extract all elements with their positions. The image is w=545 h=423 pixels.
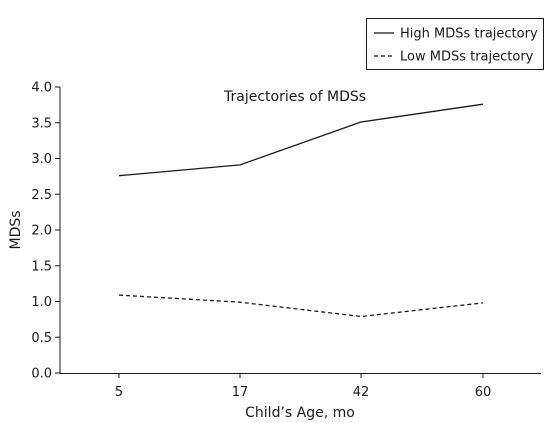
legend-box	[366, 18, 544, 70]
y-tick-label: 4.0	[31, 81, 52, 96]
series-line-low	[118, 294, 484, 318]
y-tick-label: 0.5	[31, 331, 52, 346]
x-tick-label: 60	[475, 385, 492, 400]
y-tick-label: 3.5	[31, 116, 52, 131]
series-layer	[118, 103, 484, 318]
x-tick-label: 5	[115, 385, 123, 400]
legend: High MDSs trajectory Low MDSs trajectory	[366, 18, 544, 70]
legend-label-low: Low MDSs trajectory	[400, 50, 534, 65]
x-axis-title: Child’s Age, mo	[245, 405, 355, 421]
y-axis-title: MDSs	[8, 210, 24, 249]
y-axis-ticks: 0.0 0.5 1.0 1.5 2.0 2.5 3.0 3.5 4.0	[31, 81, 60, 382]
x-tick-label: 42	[353, 385, 370, 400]
chart-annotation: Trajectories of MDSs	[223, 89, 366, 105]
y-tick-label: 0.0	[31, 367, 52, 382]
y-tick-label: 2.5	[31, 188, 52, 203]
y-tick-label: 3.0	[31, 152, 52, 167]
y-tick-label: 1.0	[31, 295, 52, 310]
legend-label-high: High MDSs trajectory	[400, 27, 538, 42]
y-tick-label: 1.5	[31, 259, 52, 274]
y-tick-label: 2.0	[31, 224, 52, 239]
x-axis-ticks: 5 17 42 60	[115, 373, 491, 400]
series-line-high	[118, 103, 484, 177]
x-tick-label: 17	[232, 385, 249, 400]
